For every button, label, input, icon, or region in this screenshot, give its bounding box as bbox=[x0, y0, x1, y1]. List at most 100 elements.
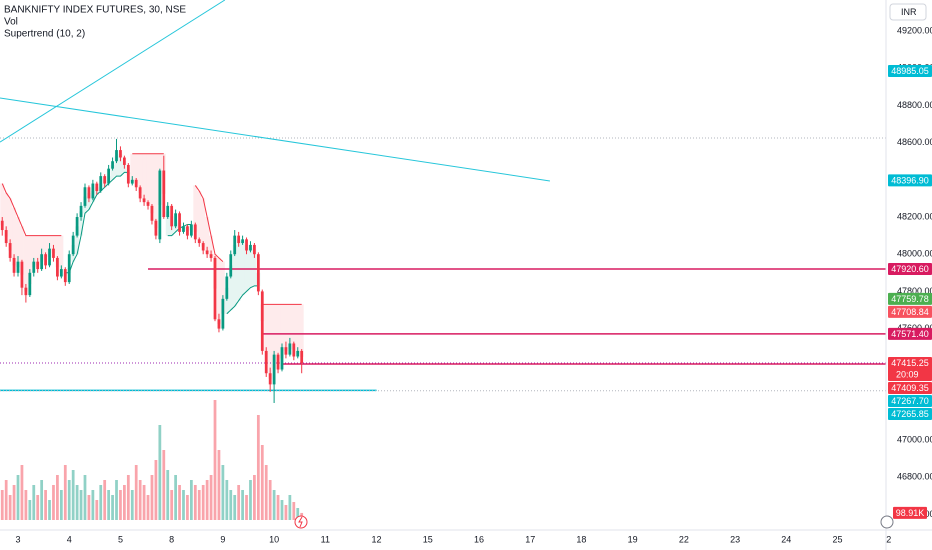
candle-body bbox=[59, 269, 63, 277]
candle-body bbox=[189, 224, 193, 236]
trend-fill bbox=[39, 235, 44, 262]
x-tick-label: 2 bbox=[886, 534, 891, 544]
volume-bar bbox=[221, 465, 225, 520]
volume-bar bbox=[174, 475, 177, 520]
candle-body bbox=[111, 161, 114, 169]
trend-fill bbox=[216, 257, 221, 324]
candle-body bbox=[296, 350, 300, 357]
volume-bar bbox=[284, 505, 288, 520]
trend-fill bbox=[149, 153, 154, 214]
volume-bar bbox=[48, 500, 51, 520]
candle-body bbox=[170, 205, 174, 227]
y-tick-label: 48200.00 bbox=[897, 211, 932, 221]
trend-fill bbox=[283, 304, 288, 351]
volume-bar bbox=[52, 485, 55, 520]
volume-bar bbox=[95, 500, 99, 520]
trend-fill bbox=[31, 235, 36, 268]
candle-body bbox=[288, 343, 292, 355]
price-badge-label: 47920.60 bbox=[891, 264, 929, 274]
volume-bar bbox=[75, 485, 79, 520]
trend-line bbox=[0, 97, 550, 182]
volume-bar bbox=[79, 490, 83, 520]
candle-body bbox=[162, 170, 166, 218]
candle-body bbox=[130, 179, 134, 184]
volume-bar bbox=[280, 500, 284, 520]
x-tick-label: 22 bbox=[679, 534, 689, 544]
x-tick-label: 15 bbox=[423, 534, 433, 544]
candle-body bbox=[205, 250, 209, 255]
trend-fill bbox=[153, 153, 158, 229]
candle-body bbox=[201, 243, 205, 251]
trend-fill bbox=[272, 304, 277, 370]
price-badge-label: 47759.78 bbox=[891, 294, 929, 304]
candle-body bbox=[280, 347, 284, 370]
y-tick-label: 48600.00 bbox=[897, 137, 932, 147]
trend-fill bbox=[165, 211, 170, 236]
plot-area bbox=[0, 0, 886, 520]
volume-bar bbox=[154, 460, 158, 520]
volume-bar bbox=[253, 475, 256, 520]
chart-title: BANKNIFTY INDEX FUTURES, 30, NSE bbox=[4, 5, 186, 16]
candle-body bbox=[154, 220, 158, 236]
candle-body bbox=[119, 150, 122, 158]
price-badge-label: 47415.25 bbox=[891, 358, 929, 368]
candle-body bbox=[95, 183, 99, 191]
price-badge-label: 47409.35 bbox=[891, 383, 929, 393]
candle-body bbox=[260, 291, 264, 351]
candle-body bbox=[138, 187, 142, 199]
trend-fill bbox=[205, 217, 210, 253]
candle-body bbox=[150, 205, 154, 221]
volume-bar bbox=[134, 465, 138, 520]
x-tick-label: 25 bbox=[833, 534, 843, 544]
volume-bar bbox=[12, 485, 16, 520]
price-badge bbox=[888, 292, 932, 305]
x-tick-label: 11 bbox=[321, 534, 330, 544]
alert-bolt bbox=[298, 516, 303, 528]
candle-body bbox=[186, 226, 189, 236]
volume-bar bbox=[288, 495, 292, 520]
volume-bar bbox=[249, 480, 252, 520]
candle-body bbox=[158, 170, 162, 240]
candle-body bbox=[142, 198, 146, 203]
volume-bar bbox=[162, 450, 166, 520]
candle-body bbox=[48, 248, 51, 266]
volume-bar bbox=[225, 480, 229, 520]
price-badge bbox=[888, 262, 932, 275]
candle-body bbox=[75, 217, 79, 236]
volume-bar bbox=[59, 490, 63, 520]
candle-body bbox=[0, 220, 4, 231]
price-badge-label: 47267.70 bbox=[891, 396, 929, 406]
x-tick-label: 5 bbox=[118, 534, 123, 544]
trend-fill bbox=[55, 235, 60, 268]
x-tick-label: 3 bbox=[15, 534, 20, 544]
trend-fill bbox=[146, 153, 150, 205]
candle-body bbox=[213, 257, 217, 320]
y-tick-label: 48800.00 bbox=[897, 100, 932, 110]
volume-bar bbox=[256, 415, 260, 520]
currency-button[interactable] bbox=[889, 3, 927, 21]
settings-icon[interactable] bbox=[880, 515, 894, 529]
candle-body bbox=[16, 261, 20, 273]
volume-bar bbox=[166, 470, 170, 520]
candle-body bbox=[241, 239, 244, 244]
candle-body bbox=[87, 187, 91, 199]
volume-bar bbox=[209, 475, 213, 520]
trend-fill bbox=[12, 207, 17, 266]
volume-bar bbox=[296, 508, 300, 520]
trend-fill bbox=[201, 198, 206, 247]
volume-bar bbox=[32, 485, 36, 520]
candle-body bbox=[253, 244, 256, 255]
candle-body bbox=[237, 235, 241, 244]
y-tick-label: 47800.00 bbox=[897, 286, 932, 296]
candle-body bbox=[264, 350, 268, 374]
price-badge bbox=[888, 381, 932, 394]
volume-bar bbox=[197, 490, 201, 520]
candle-body bbox=[249, 244, 252, 251]
y-tick-label: 48000.00 bbox=[897, 249, 932, 259]
volume-bar bbox=[178, 485, 181, 520]
candle-body bbox=[4, 230, 8, 244]
candle-body bbox=[284, 347, 288, 355]
candle-body bbox=[20, 261, 24, 288]
volume-bar bbox=[182, 490, 185, 520]
